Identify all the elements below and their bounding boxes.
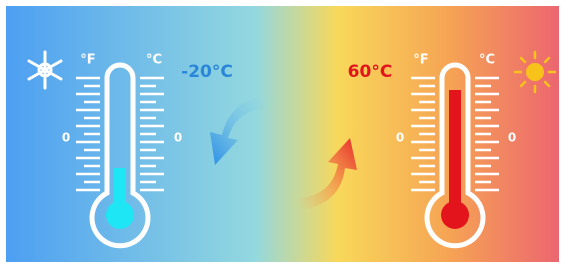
sun-icon [515, 52, 555, 92]
temperature-reading: -20°C [181, 62, 233, 82]
unit-label: °F [413, 53, 428, 68]
unit-label: °C [146, 53, 162, 68]
zero-label: 0 [396, 131, 404, 145]
temperature-reading: 60°C [348, 62, 393, 82]
zero-label: 0 [62, 131, 70, 145]
zero-label: 0 [174, 131, 182, 145]
zero-label: 0 [508, 131, 516, 145]
unit-label: °F [80, 53, 95, 68]
unit-label: °C [479, 53, 495, 68]
illustration: °F °C 0 0 -20°C °F °C 0 0 60°C [0, 0, 565, 268]
